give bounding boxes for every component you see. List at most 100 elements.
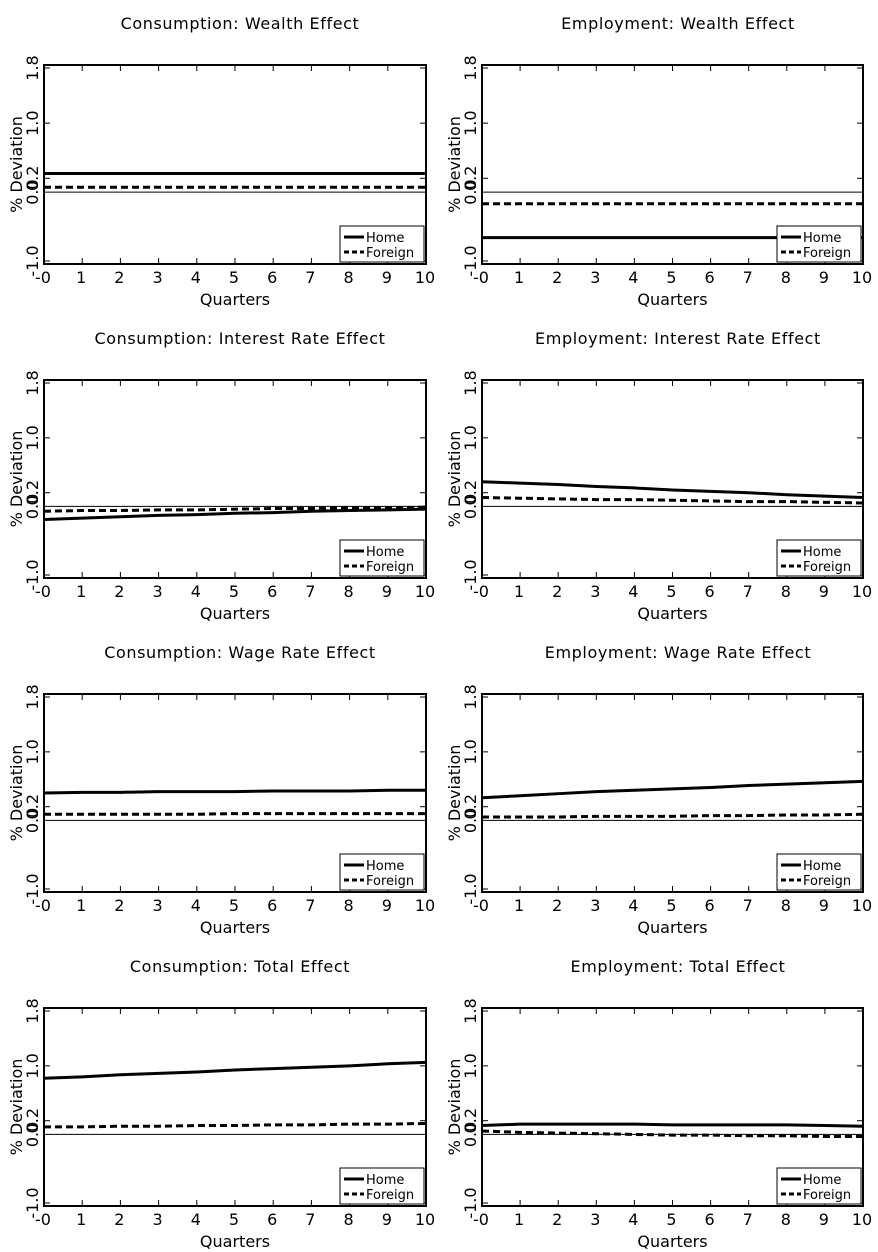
series-line-home [481,1122,864,1128]
series-line-home [481,480,864,500]
x-tick-label: 6 [267,582,277,601]
x-axis-title: Quarters [637,918,707,937]
legend-label-foreign: Foreign [803,1188,851,1203]
y-tick-label: 1.0 [461,1053,480,1078]
legend-box [776,225,862,263]
x-tick-label: 1 [514,268,524,287]
x-tick-label: 10 [415,268,435,287]
x-tick-label: 9 [819,1210,829,1229]
y-zero-label: 0.0 [23,179,42,204]
y-zero-label: 0.0 [23,494,42,519]
y-tick-label: 0.2 [23,794,42,819]
y-axis-title: % Deviation [445,431,464,528]
x-tick-label: 9 [382,896,392,915]
y-tick-label: -1.0 [23,245,42,276]
series-line-home [481,779,864,800]
y-axis-title: % Deviation [7,431,26,528]
x-tick-label: 8 [781,1210,791,1229]
x-tick-label: 10 [852,1210,872,1229]
chart-panel-7: Consumption: Total Effect -0 1 2 3 4 5 6 7 8 9 10 -1… [7,957,435,1251]
y-tick-label: 0.2 [461,1108,480,1133]
series-line-foreign [481,496,864,505]
x-tick-label: 1 [76,1210,86,1229]
y-zero-label: 0.0 [461,494,480,519]
plot-frame [43,64,427,265]
x-tick-label: 7 [305,268,315,287]
chart-title: Consumption: Total Effect [130,957,350,976]
legend-label-foreign: Foreign [366,1188,414,1203]
x-tick-label: 1 [76,896,86,915]
x-tick-label: 7 [743,896,753,915]
y-tick-label: 1.8 [23,684,42,709]
x-tick-label: 10 [852,896,872,915]
x-tick-label: 6 [267,1210,277,1229]
x-axis-title: Quarters [200,1232,270,1251]
x-tick-label: 5 [666,1210,676,1229]
y-zero-label: 0.0 [461,808,480,833]
x-tick-label: 3 [590,896,600,915]
plot-frame [481,693,864,893]
x-tick-label: 7 [305,1210,315,1229]
y-tick-label: 1.0 [23,1053,42,1078]
legend-label-foreign: Foreign [803,874,851,889]
y-tick-label: 0.2 [23,1108,42,1133]
y-axis-title: % Deviation [7,745,26,842]
x-tick-label: 10 [415,896,435,915]
chart-panel-8: Employment: Total Effect -0 1 2 3 4 5 6 7 8 9 10 -1.… [445,957,872,1251]
y-tick-label: 1.0 [23,425,42,450]
chart-panel-4: Employment: Interest Rate Effect -0 1 2 3 4 5 6… [445,329,872,623]
legend-label-foreign: Foreign [366,560,414,575]
y-tick-label: 0.2 [461,480,480,505]
chart-panel-5: Consumption: Wage Rate Effect -0 1 2 3 4 5 6 7 8 9… [7,643,435,937]
series-line-foreign [44,812,426,816]
legend-label-home: Home [366,1173,404,1188]
x-tick-label: 2 [552,896,562,915]
x-tick-label: 9 [819,582,829,601]
series-line-foreign [44,1121,427,1129]
plot-frame [43,379,427,579]
x-tick-label: 2 [114,268,124,287]
x-tick-label: 10 [415,1210,435,1229]
x-tick-label: 3 [590,582,600,601]
x-tick-label: 7 [305,582,315,601]
x-tick-label: 6 [267,268,277,287]
x-tick-label: 10 [852,268,872,287]
series-line-foreign [482,812,864,819]
series-line-home [43,1060,427,1080]
y-tick-label: -1.0 [461,559,480,590]
series-line-home [43,507,427,521]
x-tick-label: 1 [76,582,86,601]
legend-label-foreign: Foreign [366,874,414,889]
legend-label-home: Home [803,231,841,246]
x-tick-label: 9 [819,896,829,915]
x-tick-label: 10 [852,582,872,601]
y-tick-label: 1.8 [461,55,480,80]
plot-frame [481,1007,864,1207]
x-tick-label: 5 [666,896,676,915]
y-zero-label: 0.0 [461,179,480,204]
x-tick-label: 1 [514,1210,524,1229]
x-tick-label: 2 [114,896,124,915]
x-tick-label: 1 [514,582,524,601]
y-tick-label: -1.0 [23,559,42,590]
x-tick-label: 4 [191,1210,201,1229]
x-tick-label: 3 [153,582,163,601]
y-tick-label: 1.8 [461,684,480,709]
chart-title: Consumption: Wage Rate Effect [104,643,376,662]
x-tick-label: 3 [153,268,163,287]
legend-label-foreign: Foreign [803,246,851,261]
y-tick-label: 1.8 [23,370,42,395]
x-tick-label: 6 [705,268,715,287]
y-axis-title: % Deviation [445,116,464,213]
y-tick-label: 1.8 [461,998,480,1023]
x-axis-title: Quarters [637,1232,707,1251]
x-axis-title: Quarters [200,290,270,309]
x-tick-label: 1 [76,268,86,287]
chart-title: Consumption: Wealth Effect [121,14,360,33]
x-tick-label: -0 [473,1210,489,1229]
legend-box [339,539,425,577]
x-tick-label: -0 [35,1210,51,1229]
x-tick-label: 4 [191,896,201,915]
x-tick-label: 2 [552,582,562,601]
y-tick-label: -1.0 [23,873,42,904]
